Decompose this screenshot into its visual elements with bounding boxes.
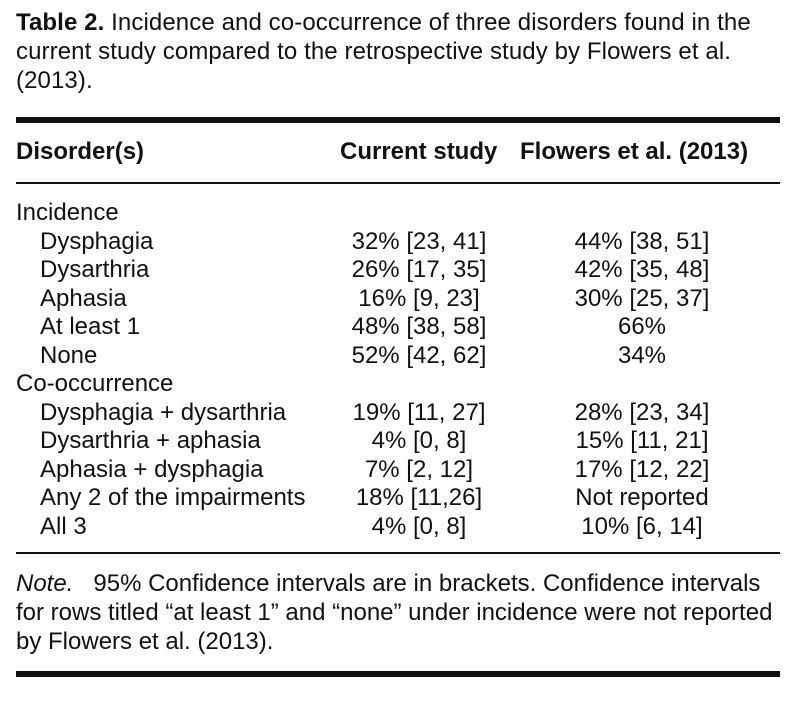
caption-text: Incidence and co-occurrence of three dis… [16, 9, 751, 94]
section-title: Incidence [16, 199, 119, 226]
note-label: Note. [16, 570, 74, 597]
flowers-cell: 34% [617, 342, 667, 369]
disorder-cell: Dysphagia + dysarthria [40, 399, 287, 426]
bottom-rule [16, 552, 780, 554]
table-row: Aphasia + dysphagia 7% [2, 12] 17% [12, 22… [0, 456, 800, 485]
table-row: None 52% [42, 62] 34% [0, 342, 800, 371]
header-current-study: Current study [340, 138, 498, 165]
table-row: Any 2 of the impairments 18% [11,26] Not r… [0, 484, 800, 513]
flowers-cell: 15% [11, 21] [575, 427, 709, 454]
current-study-cell: 26% [17, 35] [351, 256, 487, 283]
note-text: 95% Confidence intervals are in brackets… [16, 570, 773, 655]
top-rule [16, 117, 780, 123]
table-row: Dysphagia + dysarthria 19% [11, 27] 28% [2… [0, 399, 800, 428]
current-study-cell: 48% [38, 58] [351, 313, 487, 340]
disorder-cell: At least 1 [40, 313, 141, 340]
disorder-cell: Dysphagia [40, 228, 154, 255]
header-rule [16, 182, 780, 184]
caption-label: Table 2. [16, 9, 105, 36]
flowers-cell: 42% [35, 48] [574, 256, 710, 283]
current-study-cell: 18% [11,26] [355, 484, 483, 511]
flowers-cell: 10% [6, 14] [581, 513, 703, 540]
table-caption: Table 2. Incidence and co-occurrence of … [16, 8, 786, 95]
disorder-cell: None [40, 342, 98, 369]
disorder-cell: Dysarthria + aphasia [40, 427, 261, 454]
table-row: At least 1 48% [38, 58] 66% [0, 313, 800, 342]
flowers-cell: Not reported [575, 484, 709, 511]
section-row: Co-occurrence [0, 370, 800, 399]
header-disorders: Disorder(s) [16, 138, 145, 165]
current-study-cell: 7% [2, 12] [364, 456, 474, 483]
flowers-cell: 30% [25, 37] [574, 285, 710, 312]
current-study-cell: 16% [9, 23] [358, 285, 480, 312]
table-row: Aphasia 16% [9, 23] 30% [25, 37] [0, 285, 800, 314]
end-rule [16, 671, 780, 677]
current-study-cell: 52% [42, 62] [351, 342, 487, 369]
current-study-cell: 4% [0, 8] [371, 427, 467, 454]
disorder-cell: Aphasia [40, 285, 127, 312]
disorder-cell: All 3 [40, 513, 87, 540]
section-row: Incidence [0, 199, 800, 228]
flowers-cell: 66% [617, 313, 667, 340]
current-study-cell: 19% [11, 27] [352, 399, 486, 426]
table-row: Dysarthria + aphasia 4% [0, 8] 15% [11, 21… [0, 427, 800, 456]
current-study-cell: 4% [0, 8] [371, 513, 467, 540]
table-note: Note. 95% Confidence intervals are in br… [16, 569, 786, 656]
flowers-cell: 28% [23, 34] [574, 399, 710, 426]
section-title: Co-occurrence [16, 370, 174, 397]
flowers-cell: 44% [38, 51] [574, 228, 710, 255]
table-row: Dysphagia 32% [23, 41] 44% [38, 51] [0, 228, 800, 257]
table-row: Dysarthria 26% [17, 35] 42% [35, 48] [0, 256, 800, 285]
flowers-cell: 17% [12, 22] [574, 456, 710, 483]
disorder-cell: Aphasia + dysphagia [40, 456, 264, 483]
header-flowers: Flowers et al. (2013) [520, 138, 749, 165]
table-row: All 3 4% [0, 8] 10% [6, 14] [0, 513, 800, 542]
disorder-cell: Dysarthria [40, 256, 150, 283]
current-study-cell: 32% [23, 41] [351, 228, 487, 255]
disorder-cell: Any 2 of the impairments [40, 484, 306, 511]
